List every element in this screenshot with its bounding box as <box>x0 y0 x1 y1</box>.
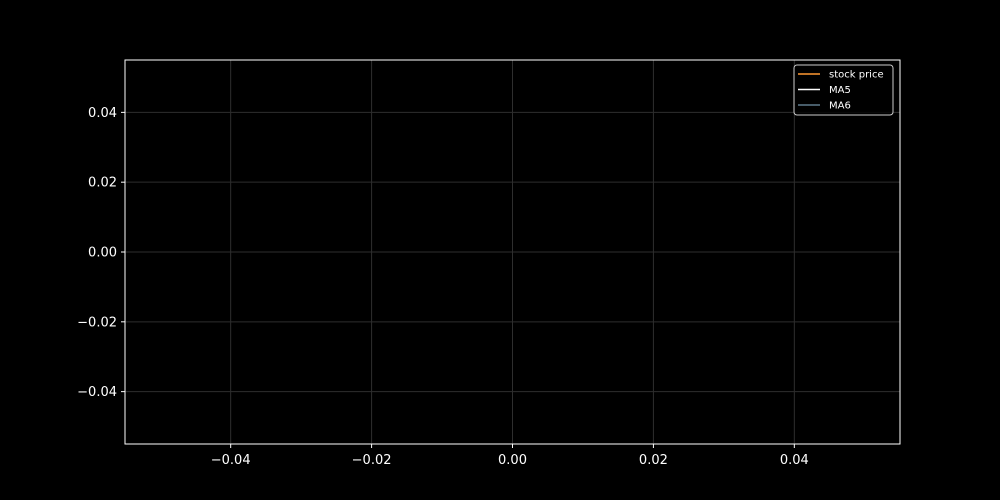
legend: stock price MA5 MA6 <box>793 64 894 116</box>
legend-label: MA5 <box>829 85 851 96</box>
y-axis: 0.04 0.02 0.00 −0.02 −0.04 <box>77 106 125 400</box>
x-tick-label: −0.02 <box>352 453 392 468</box>
x-tick-label: −0.04 <box>211 453 251 468</box>
legend-label: MA6 <box>829 101 851 112</box>
y-tick-label: −0.02 <box>77 315 117 330</box>
x-tick-label: 0.00 <box>498 453 527 468</box>
grid-layer <box>125 60 900 444</box>
legend-label: stock price <box>829 70 884 81</box>
legend-box <box>793 64 894 116</box>
y-tick-label: −0.04 <box>77 385 117 400</box>
x-axis: −0.04 −0.02 0.00 0.02 0.04 <box>211 444 809 468</box>
x-tick-label: 0.02 <box>639 453 668 468</box>
y-tick-label: 0.00 <box>88 246 117 261</box>
y-tick-label: 0.04 <box>88 106 117 121</box>
x-tick-label: 0.04 <box>780 453 809 468</box>
y-tick-label: 0.02 <box>88 176 117 191</box>
